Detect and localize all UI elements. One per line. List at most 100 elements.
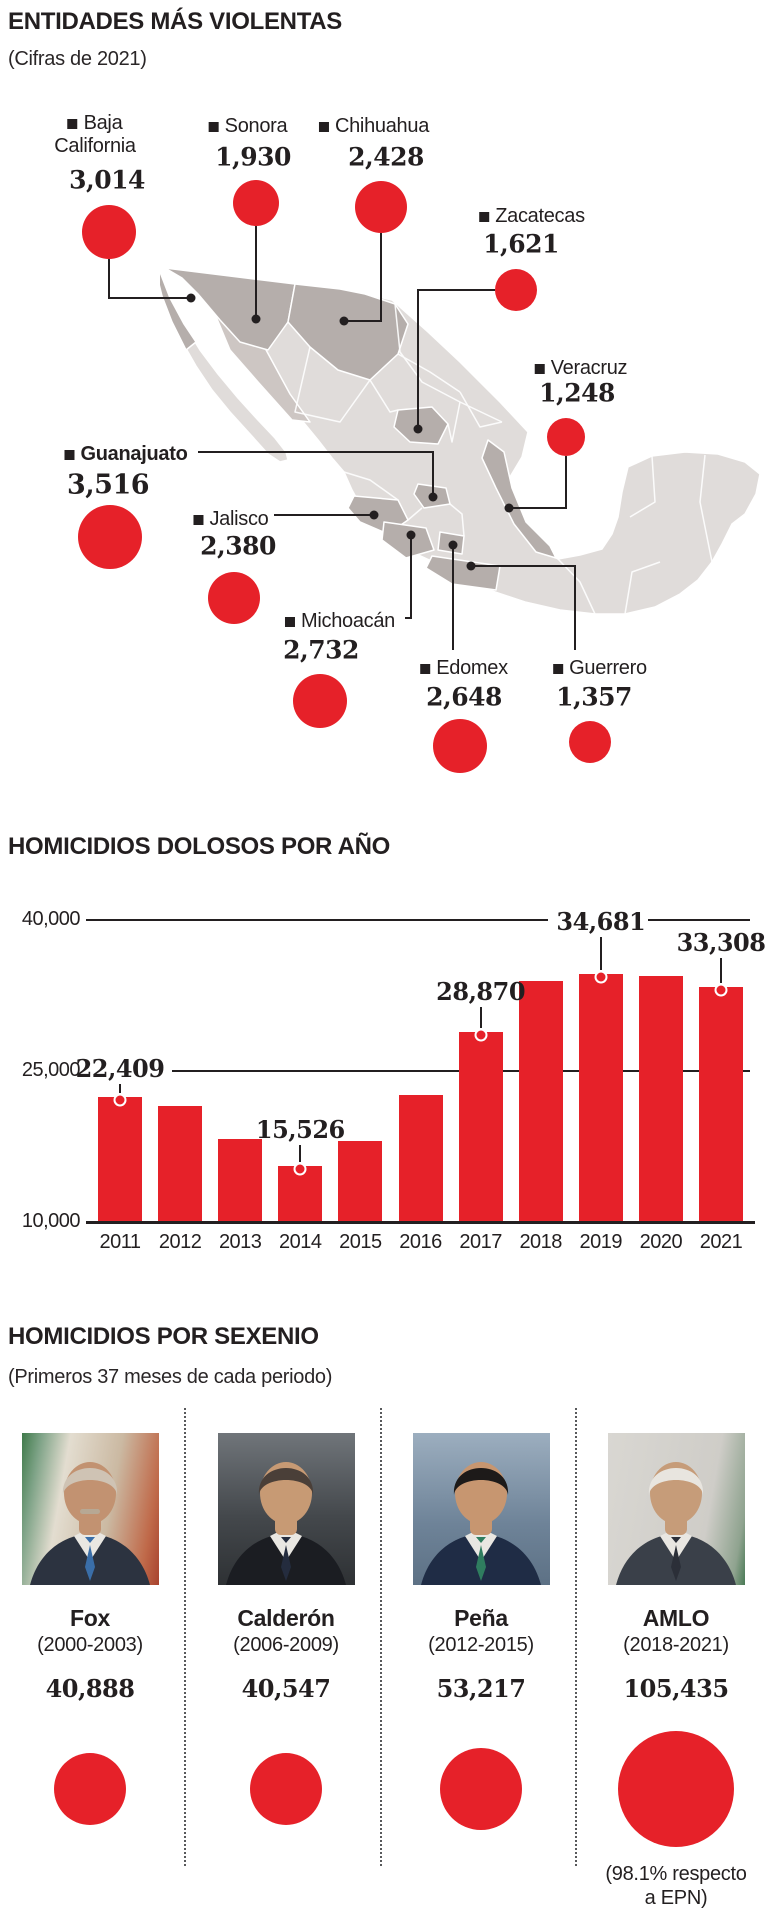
jalisco-label-line: Jalisco [193,508,269,531]
comparison-note-line: a EPN) [644,1887,708,1909]
guerrero-map-anchor-dot [466,561,476,571]
veracruz-value-bubble [547,418,585,456]
president-value-amlo: 105,435 [623,1674,729,1703]
y-axis-tick-25000: 25,000 [21,1059,81,1081]
x-axis-label-2011: 2011 [99,1231,141,1253]
square-bullet-icon [534,364,545,374]
x-axis-label-2020: 2020 [639,1231,683,1253]
zacatecas-value-bubble [495,269,537,311]
guerrero-label-line: Guerrero [553,657,647,680]
map-state-zacatecas [393,406,449,445]
sexenio-section-subtitle: (Primeros 37 meses de cada periodo) [8,1366,333,1388]
sonora-value: 1,930 [215,142,291,172]
president-value-circle-fox [54,1753,126,1825]
president-photo-calderón [217,1433,355,1585]
president-photo-peña [412,1433,550,1585]
veracruz-value: 1,248 [539,378,615,408]
president-name-calderón: Calderón [237,1605,335,1631]
bar-callout-dot-2021 [714,983,728,997]
x-axis-label-2017: 2017 [459,1231,502,1253]
president-photo-amlo [607,1433,745,1585]
edomex-label-line: Edomex [420,657,508,680]
sonora-label-line: Sonora [208,115,288,138]
zacatecas-map-anchor-dot [413,424,423,434]
bar-2011 [98,1097,142,1221]
map-state-michoacan [381,521,435,559]
bar-callout-dot-2019 [594,970,608,984]
square-bullet-icon [64,450,75,460]
president-value-circle-calderón [250,1753,322,1825]
column-separator-1 [380,1408,382,1866]
guanajuato-value: 3,516 [66,469,150,501]
y-axis-tick-10000: 10,000 [21,1210,81,1232]
bar-value-label-2021: 33,308 [676,928,766,958]
president-silhouette [29,1462,150,1585]
bar-2017 [458,1032,503,1221]
gridline-40000 [648,919,750,921]
michoacan-map-anchor-dot [406,530,416,540]
bar-value-label-2019: 34,681 [556,906,646,936]
guanajuato-connector-line [198,451,434,493]
map-section-subtitle: (Cifras de 2021) [8,48,147,70]
x-axis-label-2013: 2013 [218,1231,262,1253]
bar-callout-line-2019 [599,936,602,970]
baja_california-label-line: Baja [54,112,135,135]
guerrero-value: 1,357 [556,682,632,712]
map-labels-layer: Baja California 3,014 Sonora 1,930 Chihuahua 2… [0,0,781,800]
bar-callout-line-2011 [119,1084,121,1094]
veracruz-map-anchor-dot [504,503,514,513]
square-bullet-icon [193,515,204,525]
guerrero-label: Guerrero [553,657,647,680]
bar-callout-dot-2017 [474,1028,488,1042]
map-state-baja-california [160,271,197,351]
bar-2019 [578,973,623,1221]
president-period-fox: (2000-2003) [37,1634,143,1656]
michoacan-label-line: Michoacán [284,610,395,633]
baja_california-map-anchor-dot [186,293,196,303]
sonora-label: Sonora [208,115,288,138]
jalisco-map-anchor-dot [369,510,379,520]
president-period-calderón: (2006-2009) [233,1634,339,1656]
x-axis-label-2019: 2019 [579,1231,623,1253]
sonora-map-anchor-dot [251,314,261,324]
chihuahua-connector-line [348,233,382,322]
chihuahua-value: 2,428 [348,142,424,172]
president-name-peña: Peña [454,1605,508,1631]
bar-callout-dot-2011 [113,1093,127,1107]
bar-section-title: HOMICIDIOS DOLOSOS POR AÑO [8,833,391,860]
square-bullet-icon [553,664,564,674]
jalisco-label: Jalisco [193,508,269,531]
column-separator-2 [575,1408,577,1866]
sonora-value-bubble [233,180,279,226]
president-silhouette [225,1462,346,1585]
bar-2016 [398,1095,443,1221]
gridline-40000 [86,919,548,921]
zacatecas-connector-line [417,289,495,425]
edomex-value-bubble [433,719,487,773]
square-bullet-icon [284,617,295,627]
baja_california-value-bubble [82,205,136,259]
veracruz-connector-line [513,456,567,509]
jalisco-value: 2,380 [200,531,276,561]
bar-2013 [218,1139,263,1221]
bar-2018 [518,981,563,1221]
bar-2012 [158,1106,203,1221]
x-axis-baseline [86,1221,755,1224]
president-value-fox: 40,888 [45,1674,135,1703]
map-state-veracruz [481,439,557,559]
president-value-peña: 53,217 [436,1674,526,1703]
x-axis-label-2016: 2016 [399,1231,442,1253]
guerrero-connector-line [475,565,576,650]
square-bullet-icon [208,122,219,132]
bar-value-label-2011: 22,409 [75,1054,165,1084]
map-state-guerrero [425,555,501,591]
bar-2021 [699,987,743,1221]
president-photo-fox [21,1433,159,1585]
edomex-map-anchor-dot [448,540,458,550]
bar-value-label-2014: 15,526 [255,1115,345,1145]
michoacan-value: 2,732 [283,635,359,665]
president-period-peña: (2012-2015) [428,1634,534,1656]
chihuahua-label: Chihuahua [318,115,429,138]
